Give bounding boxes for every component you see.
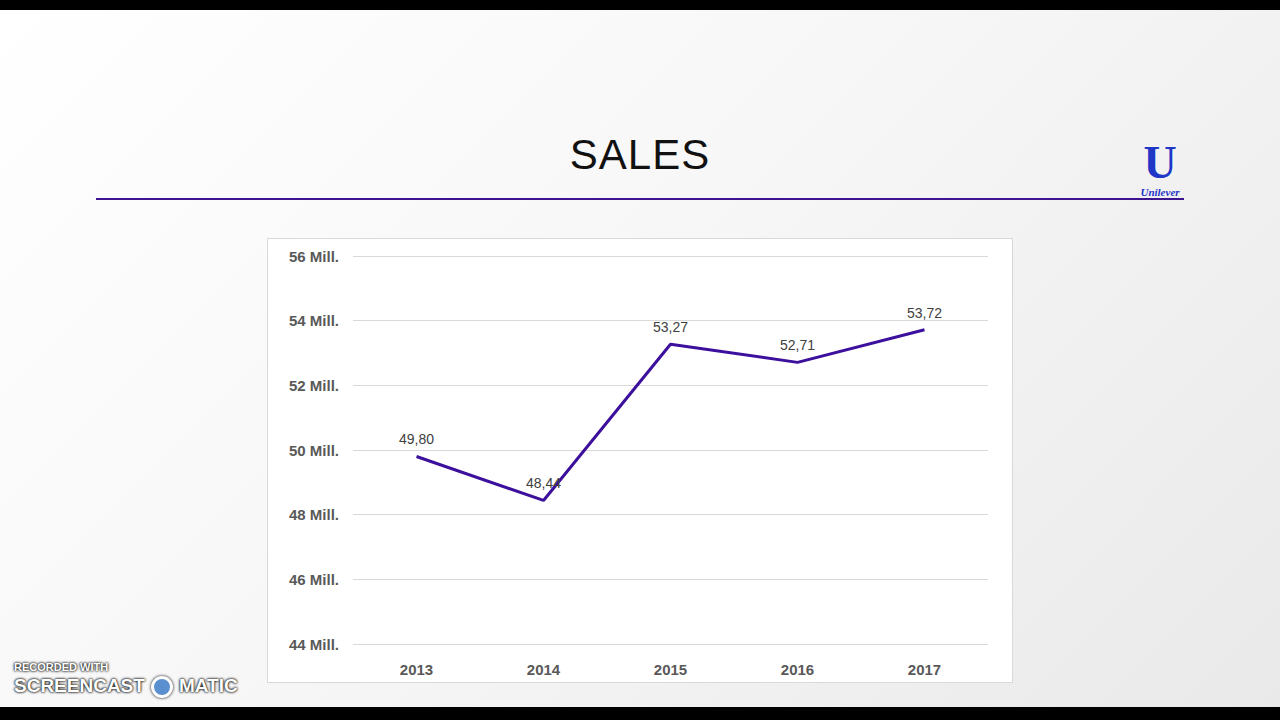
svg-text:52,71: 52,71	[780, 337, 815, 353]
svg-text:46 Mill.: 46 Mill.	[289, 571, 339, 588]
svg-text:49,80: 49,80	[399, 431, 434, 447]
html-text:SALES: SALES	[569, 131, 711, 178]
svg-text:52 Mill.: 52 Mill.	[289, 377, 339, 394]
svg-text:2017: 2017	[908, 661, 941, 678]
svg-text:53,72: 53,72	[907, 305, 942, 321]
svg-text:56 Mill.: 56 Mill.	[289, 248, 339, 265]
html-text:Unilever: Unilever	[1140, 186, 1180, 198]
svg-text:54 Mill.: 54 Mill.	[289, 312, 339, 329]
html-text:SCREENCAST: SCREENCAST	[14, 675, 145, 696]
svg-text:48,44: 48,44	[526, 475, 561, 491]
html-text:U: U	[1143, 137, 1177, 188]
svg-text:44 Mill.: 44 Mill.	[289, 636, 339, 653]
html-text:MATIC: MATIC	[178, 675, 238, 696]
svg-text:2016: 2016	[781, 661, 814, 678]
html-text:RECORDED WITH: RECORDED WITH	[14, 661, 109, 673]
svg-text:2014: 2014	[527, 661, 561, 678]
svg-text:2015: 2015	[654, 661, 687, 678]
svg-text:53,27: 53,27	[653, 319, 688, 335]
svg-text:48 Mill.: 48 Mill.	[289, 506, 339, 523]
svg-text:2013: 2013	[400, 661, 433, 678]
svg-text:50 Mill.: 50 Mill.	[289, 442, 339, 459]
